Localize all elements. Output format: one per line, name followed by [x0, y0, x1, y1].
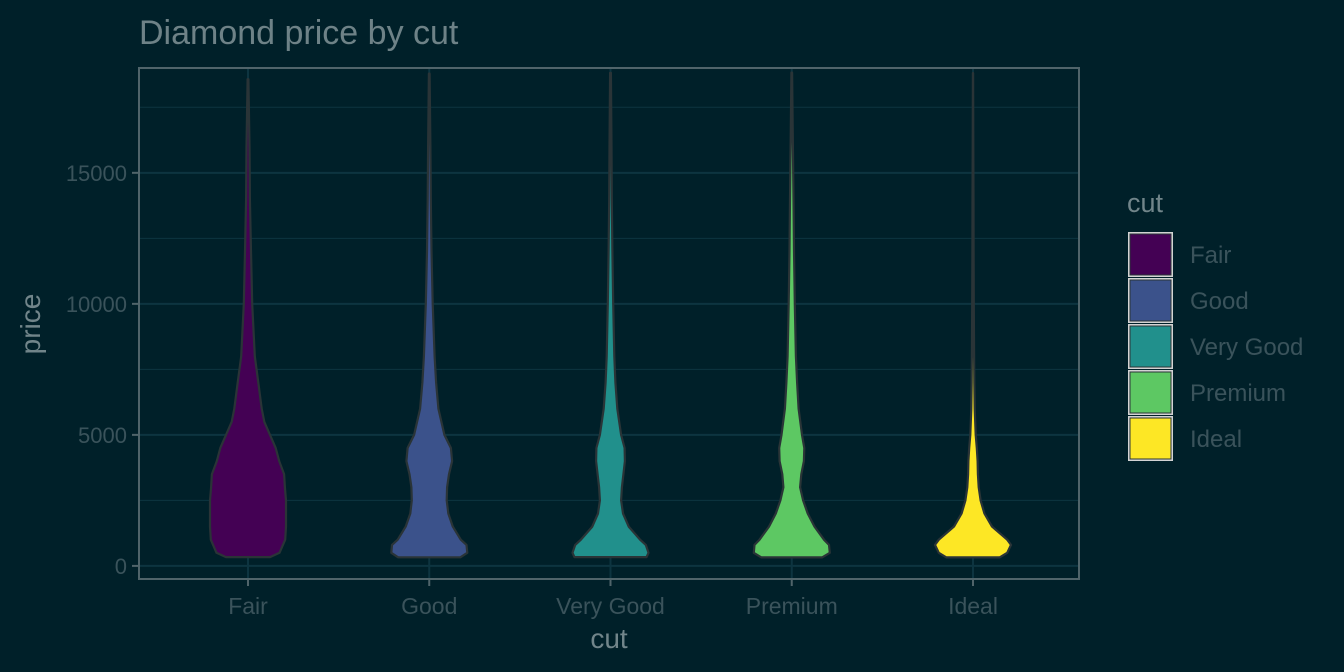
x-tick-label: Very Good — [556, 593, 665, 619]
y-tick-label: 5000 — [78, 423, 127, 448]
legend-key — [1129, 279, 1172, 322]
legend-key — [1129, 233, 1172, 276]
legend-label: Premium — [1190, 380, 1286, 407]
legend-label: Good — [1190, 288, 1249, 315]
legend-title: cut — [1127, 188, 1164, 218]
violin-very-good — [571, 71, 650, 559]
x-tick-label: Premium — [746, 593, 838, 619]
legend-label: Fair — [1190, 242, 1231, 269]
chart-title: Diamond price by cut — [139, 14, 459, 52]
y-axis-label: price — [15, 294, 46, 355]
legend-key — [1129, 417, 1172, 460]
y-tick-label: 15000 — [66, 161, 127, 186]
legend: cut Fair Good Very Good Premium Ideal — [1127, 188, 1303, 461]
violin-good — [390, 72, 469, 559]
violin-ideal — [933, 72, 1013, 559]
plot-area: 0 5000 10000 15000 Fair Good Very Good Premium I… — [66, 67, 1080, 619]
legend-label: Ideal — [1190, 426, 1242, 453]
legend-label: Very Good — [1190, 334, 1303, 361]
y-tick-label: 10000 — [66, 292, 127, 317]
violin-fair — [208, 78, 288, 559]
x-axis-label: cut — [590, 623, 628, 654]
panel-border — [138, 67, 1080, 580]
legend-key — [1129, 371, 1172, 414]
legend-key — [1129, 325, 1172, 368]
x-tick-label: Ideal — [948, 593, 998, 619]
violin-premium — [752, 71, 831, 559]
x-tick-label: Good — [401, 593, 457, 619]
x-tick-label: Fair — [228, 593, 268, 619]
y-tick-label: 0 — [115, 554, 127, 579]
